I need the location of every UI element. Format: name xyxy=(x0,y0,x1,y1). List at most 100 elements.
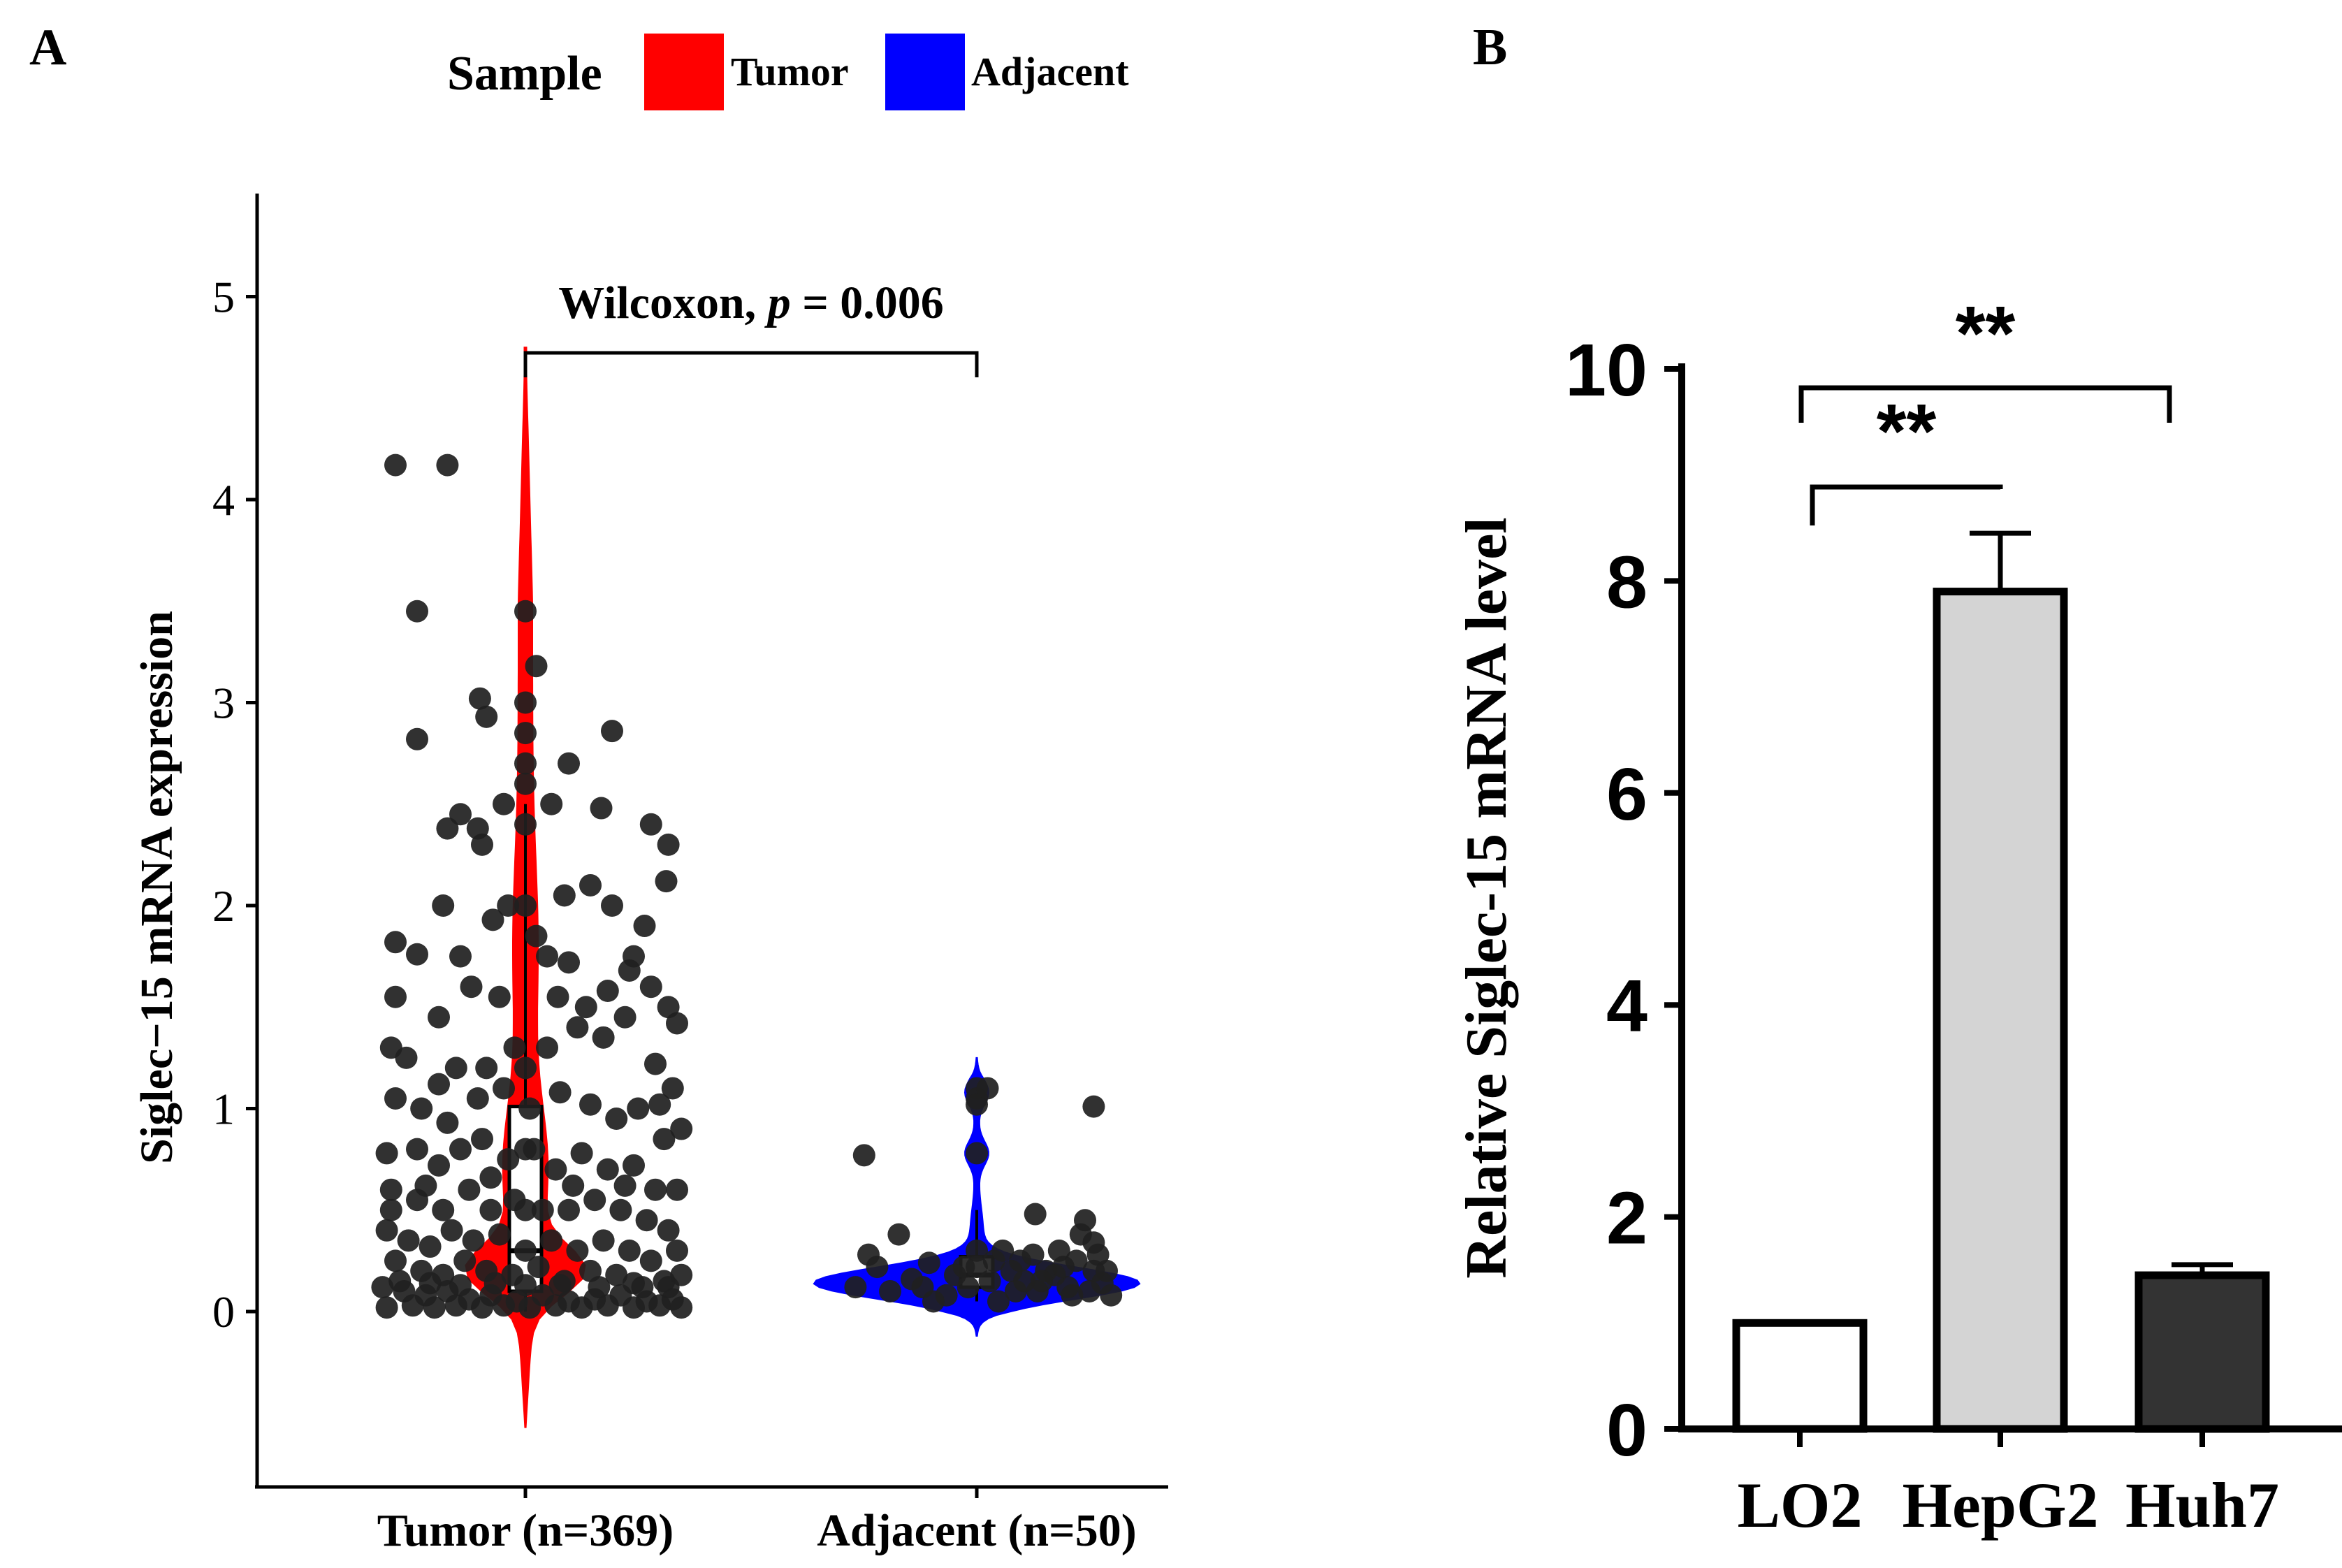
data-point xyxy=(444,1057,467,1080)
data-point xyxy=(657,1276,680,1299)
significance-bracket-b xyxy=(1810,484,2003,525)
data-point xyxy=(579,873,602,896)
data-point xyxy=(566,1239,589,1262)
data-point xyxy=(583,1189,606,1212)
data-point xyxy=(544,1158,567,1181)
data-point xyxy=(440,1219,463,1242)
data-point xyxy=(911,1276,934,1299)
data-point xyxy=(466,1087,489,1110)
x-tick-label-b: HepG2 xyxy=(1902,1469,2098,1541)
data-point xyxy=(844,1276,867,1299)
data-point xyxy=(1061,1284,1084,1307)
data-point xyxy=(481,908,504,931)
data-point xyxy=(384,1087,407,1110)
data-point xyxy=(518,1296,541,1319)
data-point xyxy=(639,975,662,999)
data-point xyxy=(384,1249,407,1272)
data-point xyxy=(488,985,511,1008)
data-point xyxy=(644,1052,667,1075)
significance-label: ** xyxy=(1956,291,2016,377)
data-point xyxy=(503,1036,526,1059)
data-point xyxy=(639,813,662,836)
data-point xyxy=(536,945,558,968)
x-tick-label-b: LO2 xyxy=(1738,1469,1863,1541)
data-point xyxy=(401,1294,424,1317)
data-point xyxy=(483,1272,507,1295)
data-point xyxy=(410,1097,433,1120)
data-point xyxy=(384,931,407,954)
data-point xyxy=(468,687,491,710)
data-point xyxy=(428,1154,450,1177)
data-point xyxy=(493,792,515,815)
data-point xyxy=(475,705,498,728)
legend: Sample Tumor Adjacent xyxy=(447,34,1129,110)
data-point xyxy=(471,1296,493,1319)
data-point xyxy=(966,1142,988,1165)
x-tick-label-a: Tumor (n=369) xyxy=(377,1505,674,1556)
data-point xyxy=(432,1198,455,1221)
data-point xyxy=(609,1198,632,1221)
data-point xyxy=(1096,1259,1118,1282)
panel-label-b: B xyxy=(1473,19,1507,76)
data-point xyxy=(379,1178,402,1201)
data-point xyxy=(887,1223,910,1246)
data-point xyxy=(449,803,472,826)
data-point xyxy=(444,1294,467,1317)
data-point xyxy=(588,1276,611,1299)
p-symbol: p xyxy=(764,277,791,328)
data-point xyxy=(471,833,493,856)
p-value: = 0.006 xyxy=(791,277,944,328)
data-point xyxy=(592,1229,615,1252)
data-point xyxy=(1031,1270,1053,1293)
data-point xyxy=(375,1142,398,1165)
data-point xyxy=(570,1142,593,1165)
y-tick-label-a: 1 xyxy=(212,1084,235,1134)
data-point xyxy=(544,1294,567,1317)
y-axis-title-a: Siglec−15 mRNA expression xyxy=(131,611,182,1164)
data-point xyxy=(514,1239,537,1262)
data-point xyxy=(623,1296,645,1319)
data-point xyxy=(436,1111,459,1134)
y-tick-label-a: 2 xyxy=(212,881,235,931)
data-point xyxy=(574,996,597,1019)
data-point xyxy=(661,1077,684,1100)
data-point xyxy=(648,1093,671,1116)
data-point xyxy=(388,1270,412,1293)
bar-lo2 xyxy=(1732,1319,1868,1433)
data-point xyxy=(423,1296,446,1319)
data-point xyxy=(384,453,407,477)
data-point xyxy=(1082,1095,1105,1118)
data-point xyxy=(978,1270,1001,1293)
data-point xyxy=(618,1239,641,1262)
data-point xyxy=(618,959,641,982)
data-point xyxy=(570,1296,593,1319)
data-point xyxy=(857,1243,880,1266)
y-tick-label-b: 8 xyxy=(1606,541,1648,623)
data-point xyxy=(432,894,455,917)
y-tick-label-a: 0 xyxy=(212,1287,235,1337)
significance-bracket-a: Wilcoxon, p = 0.006 xyxy=(523,277,979,377)
data-point xyxy=(497,1148,520,1171)
data-point xyxy=(458,1178,481,1201)
data-point xyxy=(623,1272,645,1295)
data-point xyxy=(1024,1203,1047,1226)
data-point xyxy=(605,1108,628,1131)
data-point xyxy=(384,985,407,1008)
data-point xyxy=(553,884,576,907)
data-point xyxy=(991,1239,1014,1262)
data-point xyxy=(479,1198,502,1221)
data-point xyxy=(514,894,537,917)
data-point xyxy=(406,600,428,623)
data-point xyxy=(497,894,520,917)
data-point xyxy=(1021,1243,1045,1266)
data-point xyxy=(514,1198,537,1221)
data-point xyxy=(613,1006,637,1029)
data-point xyxy=(375,1219,398,1242)
data-point xyxy=(666,1239,688,1262)
data-point xyxy=(1100,1284,1123,1307)
data-point xyxy=(514,1057,537,1080)
legend-label-tumor: Tumor xyxy=(731,49,849,94)
data-point xyxy=(644,1178,667,1201)
data-point xyxy=(546,985,569,1008)
